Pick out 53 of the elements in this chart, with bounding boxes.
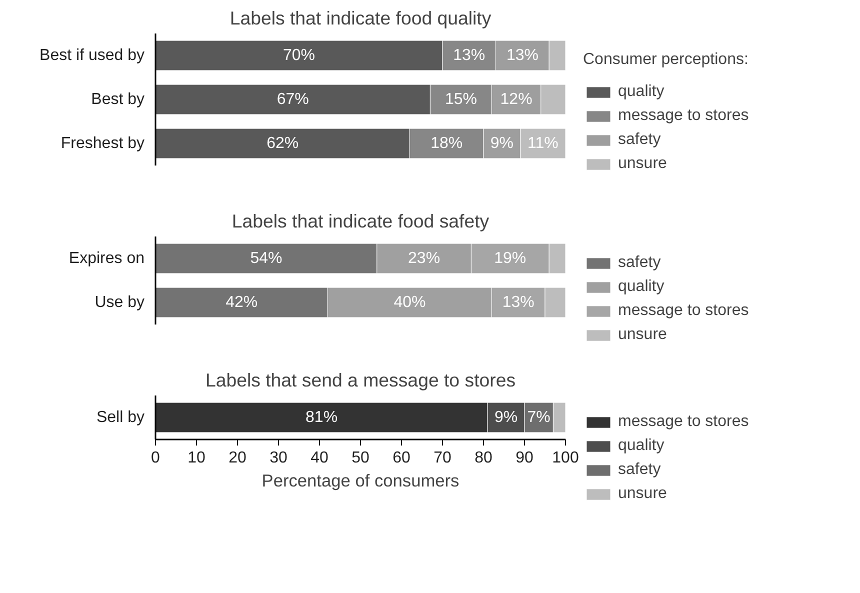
- y-tick-label: Use by: [94, 294, 144, 311]
- data-label: 67%: [276, 91, 309, 108]
- x-tick-label: 70: [434, 450, 452, 466]
- y-tick-label: Freshest by: [60, 135, 145, 152]
- chart-title: Labels that indicate food safety: [232, 210, 490, 232]
- x-tick-label: 40: [310, 450, 328, 466]
- text: quality: [618, 278, 664, 296]
- x-tick-label: 10: [188, 450, 206, 466]
- chart-title: Labels that indicate food quality: [230, 8, 492, 28]
- data-label: 62%: [266, 135, 299, 152]
- data-label: 7%: [527, 409, 550, 426]
- text: message to stores: [618, 302, 749, 320]
- y-tick-label: Sell by: [96, 409, 145, 426]
- data-label: 19%: [494, 250, 526, 267]
- x-tick-label: 90: [516, 450, 534, 466]
- text: safety: [618, 254, 661, 272]
- data-label: 81%: [306, 409, 338, 426]
- legend-label: message to stores: [618, 107, 749, 125]
- data-label: 11%: [528, 135, 558, 152]
- legend-label: unsure: [618, 326, 667, 344]
- y-tick-label: Best by: [91, 91, 144, 108]
- data-label: 9%: [490, 135, 514, 152]
- x-tick-label: 100: [552, 450, 579, 466]
- data-label: 70%: [282, 47, 316, 64]
- legend-label: unsure: [618, 155, 667, 173]
- data-label: 54%: [250, 250, 282, 267]
- y-tick-label: Expires on: [68, 250, 144, 267]
- data-label: 15%: [444, 91, 477, 108]
- y-tick-label: Best if used by: [40, 47, 145, 64]
- data-label: 13%: [502, 294, 534, 311]
- data-label: 42%: [226, 294, 258, 311]
- data-label: 23%: [408, 250, 440, 267]
- x-tick-label: 30: [270, 450, 288, 466]
- data-label: 13%: [506, 47, 538, 64]
- legend-label: quality: [618, 83, 664, 101]
- x-tick-label: 20: [228, 450, 246, 466]
- chart-title: Labels that send a message to stores: [205, 370, 516, 390]
- text: safety: [618, 461, 661, 479]
- text: unsure: [618, 485, 667, 503]
- data-label: 40%: [394, 294, 426, 311]
- x-tick-label: 0: [151, 450, 160, 466]
- x-tick-label: 50: [352, 450, 370, 466]
- data-label: 13%: [453, 47, 486, 64]
- x-tick-label: 60: [392, 450, 410, 466]
- data-label: 12%: [500, 91, 532, 108]
- data-label: 18%: [430, 135, 463, 152]
- legend-label: safety: [618, 131, 661, 149]
- x-tick-label: 80: [474, 450, 492, 466]
- x-axis-title: Percentage of consumers: [262, 470, 460, 490]
- data-label: 9%: [494, 409, 518, 426]
- legend-label: message to stores: [618, 413, 749, 431]
- legend-label: quality: [618, 437, 664, 455]
- legend-title: Consumer perceptions:: [583, 51, 749, 69]
